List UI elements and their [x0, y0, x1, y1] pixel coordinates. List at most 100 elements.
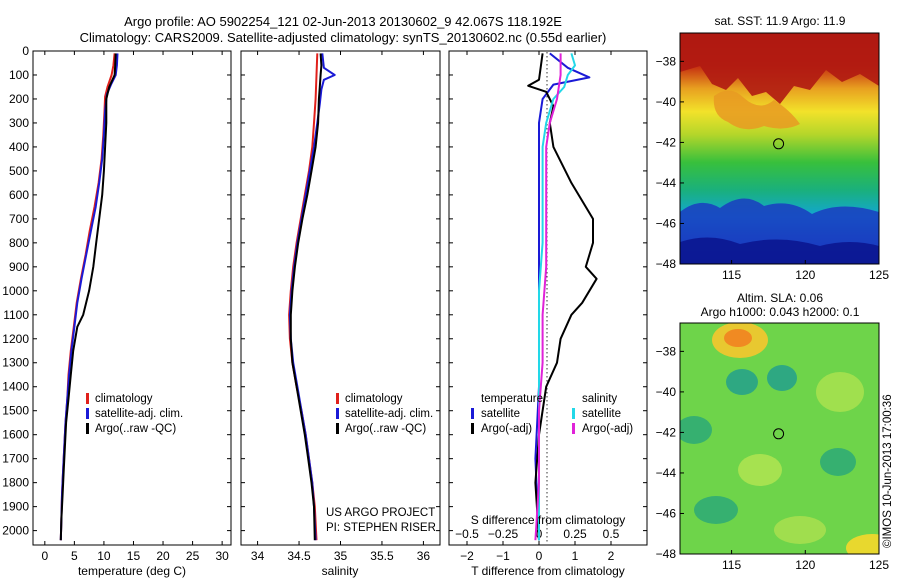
x-tick-label: −2	[460, 549, 474, 563]
temperature-axes-frame	[32, 50, 232, 546]
difference-legend: temperature satellite Argo(-adj) salinit…	[471, 393, 633, 435]
latitude-tick-label: −42	[656, 135, 677, 149]
s-difference-tick-label: 0.5	[603, 527, 620, 541]
sla-low-anomaly	[820, 448, 856, 476]
legend-swatch-argo	[86, 423, 89, 434]
x-tick-label: 34.5	[287, 549, 311, 563]
legend-swatch-salinity-satellite	[572, 408, 575, 419]
depth-tick-label: 100	[9, 68, 29, 82]
longitude-tick-label: 120	[795, 558, 815, 572]
x-tick-label: 2	[608, 549, 615, 563]
legend-swatch-argo	[336, 423, 339, 434]
s-difference-tick-label: −0.5	[455, 527, 479, 541]
legend-label-temperature-satellite: satellite	[481, 408, 520, 420]
legend-heading-salinity: salinity	[582, 393, 617, 405]
legend-heading-temperature: temperature	[481, 393, 543, 405]
latitude-tick-label: −38	[656, 54, 677, 68]
sst-map-title: sat. SST: 11.9 Argo: 11.9	[715, 14, 846, 28]
depth-tick-label: 0	[22, 44, 29, 58]
depth-tick-labels: 0 100 200 300 400 500 600 700 800 900 1000 1100 1200…	[2, 44, 29, 538]
x-tick-label: 36	[417, 549, 431, 563]
depth-tick-label: 1900	[2, 500, 29, 514]
pi-credit: PI: STEPHEN RISER	[326, 522, 436, 534]
longitude-tick-label: 120	[795, 268, 815, 282]
salinity-axes-frame	[240, 50, 441, 546]
sla-longitude-tick-labels: 115 120 125	[722, 550, 889, 572]
latitude-tick-label: −44	[656, 176, 677, 190]
sla-light-patch	[738, 454, 782, 486]
sst-warm-blob	[713, 90, 800, 130]
latitude-tick-label: −48	[656, 547, 677, 561]
imos-watermark: ©IMOS 10-Jun-2013 17:00:36	[882, 394, 894, 548]
depth-tick-label: 700	[9, 212, 29, 226]
x-tick-label: 34	[251, 549, 265, 563]
difference-panel: −2 −1 0 1 2 −0.5 −0.25 0 0.25 0.5 T difference f…	[448, 50, 648, 578]
sla-light-patch	[816, 372, 864, 412]
sla-low-anomaly	[767, 365, 797, 391]
depth-tick-label: 2000	[2, 524, 29, 538]
temperature-legend: climatology satellite-adj. clim. Argo(..…	[86, 393, 183, 435]
sla-high-anomaly-east	[846, 534, 879, 554]
depth-tick-label: 1500	[2, 404, 29, 418]
series-line-temperature-argo-adj	[527, 53, 598, 541]
latitude-tick-label: −44	[656, 466, 677, 480]
sla-field	[680, 323, 879, 554]
legend-swatch-salinity-argo	[572, 423, 575, 434]
sla-high-core	[724, 329, 752, 347]
legend-swatch-climatology	[86, 393, 89, 404]
sst-deep-cold	[680, 237, 879, 264]
depth-tick-label: 1400	[2, 380, 29, 394]
sst-map-panel: sat. SST: 11.9 Argo: 11.9 115 120 125 −38 −…	[656, 14, 890, 282]
legend-label-argo: Argo(..raw -QC)	[95, 423, 176, 435]
sla-map-panel: Altim. SLA: 0.06 Argo h1000: 0.043 h2000…	[656, 291, 890, 572]
sst-longitude-tick-labels: 115 120 125	[722, 260, 889, 282]
salinity-panel: 34 34.5 35 35.5 36 salinity climatology sate…	[240, 50, 441, 578]
x-tick-label: 1	[572, 549, 579, 563]
figure-title-line2: Climatology: CARS2009. Satellite-adjuste…	[80, 30, 607, 45]
x-tick-label: 35	[334, 549, 348, 563]
latitude-tick-label: −48	[656, 257, 677, 271]
longitude-tick-label: 115	[722, 558, 741, 572]
legend-label-satellite: satellite-adj. clim.	[345, 408, 433, 420]
temperature-x-axis-label: temperature (deg C)	[78, 564, 186, 578]
sla-low-anomaly	[726, 369, 758, 395]
legend-label-temperature-argo: Argo(-adj)	[481, 423, 532, 435]
legend-swatch-climatology	[336, 393, 339, 404]
legend-swatch-satellite	[336, 408, 339, 419]
series-line-argo-raw-qc	[59, 53, 117, 541]
sla-low-anomaly	[680, 416, 712, 444]
salinity-legend: climatology satellite-adj. clim. Argo(..…	[336, 393, 433, 435]
depth-tick-label: 200	[9, 92, 29, 106]
legend-swatch-satellite	[86, 408, 89, 419]
latitude-tick-label: −38	[656, 344, 677, 358]
legend-label-climatology: climatology	[345, 393, 403, 405]
depth-tick-label: 900	[9, 260, 29, 274]
latitude-tick-label: −40	[656, 95, 677, 109]
x-tick-label: 25	[186, 549, 200, 563]
depth-tick-label: 500	[9, 164, 29, 178]
difference-axes-frame	[448, 50, 648, 546]
sla-light-patch	[774, 516, 826, 544]
difference-lines	[449, 50, 647, 541]
project-credit: US ARGO PROJECT	[326, 507, 435, 519]
sla-map-title-line1: Altim. SLA: 0.06	[737, 291, 823, 305]
s-difference-tick-label: −0.25	[488, 527, 519, 541]
legend-swatch-temperature-satellite	[471, 408, 474, 419]
x-tick-label: 15	[127, 549, 141, 563]
depth-tick-label: 1200	[2, 332, 29, 346]
sla-map-frame	[679, 322, 880, 555]
temperature-panel: 0100200300400500600700800900100011001200…	[2, 44, 232, 578]
legend-label-climatology: climatology	[95, 393, 153, 405]
depth-tick-label: 600	[9, 188, 29, 202]
sst-map-frame	[679, 32, 880, 265]
sst-latitude-tick-labels: −38 −40 −42 −44 −46 −48	[656, 54, 684, 271]
x-tick-label: 20	[156, 549, 170, 563]
latitude-tick-label: −46	[656, 506, 677, 520]
depth-tick-label: 1000	[2, 284, 29, 298]
s-difference-axis-label: S difference from climatology	[471, 513, 626, 527]
sla-low-anomaly	[694, 496, 738, 524]
argo-float-marker	[773, 138, 785, 150]
t-difference-x-axis-label: T difference from climatology	[471, 564, 625, 578]
depth-tick-label: 1600	[2, 428, 29, 442]
